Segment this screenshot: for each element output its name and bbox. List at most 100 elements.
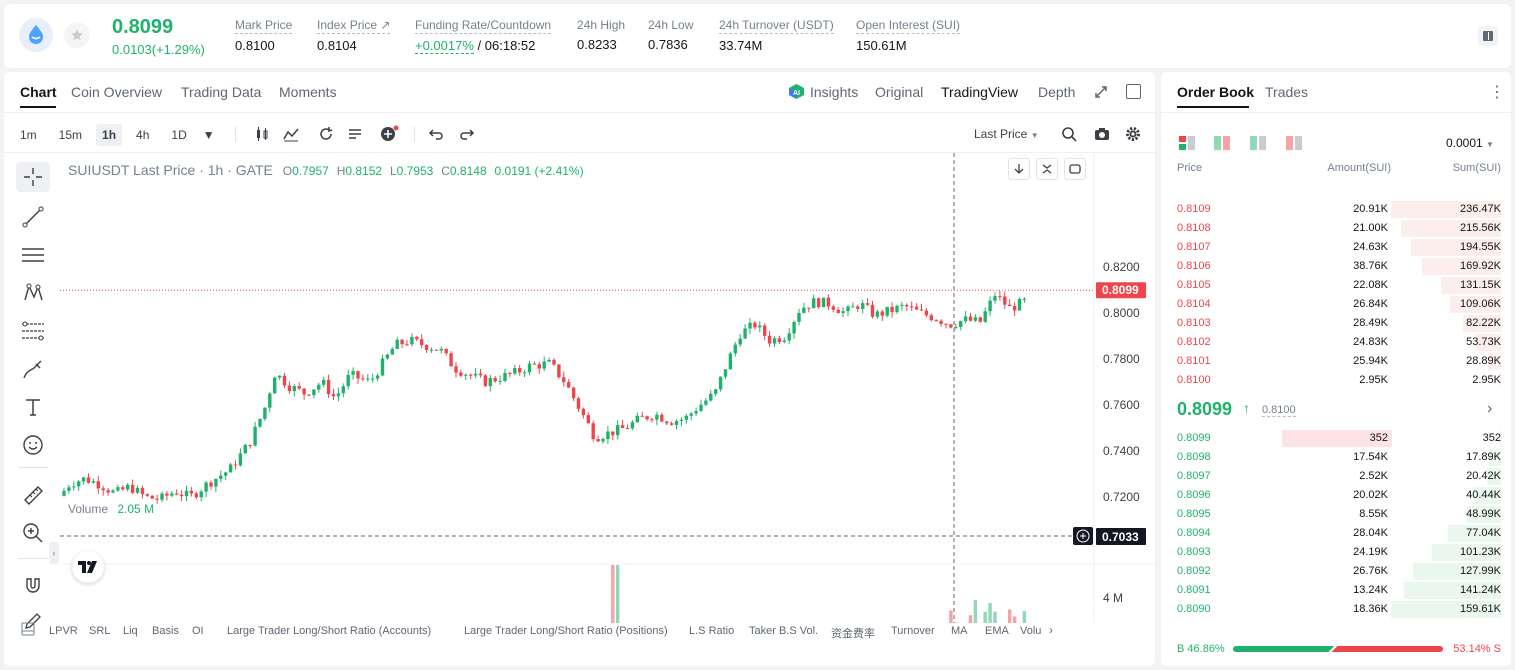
book-icon[interactable] [1478,26,1498,46]
bid-row[interactable]: 0.8090 18.36K 159.61K [1161,600,1511,619]
tab-tradingview[interactable]: TradingView [941,84,1019,100]
tab-trading-data[interactable]: Trading Data [181,84,262,100]
timeframe-1h[interactable]: 1h [96,124,123,146]
candle-type-icon[interactable] [254,126,270,145]
bid-row[interactable]: 0.8093 24.19K 101.23K [1161,543,1511,562]
ask-row[interactable]: 0.8104 26.84K 109.06K [1161,295,1511,314]
magnet-tool-icon[interactable] [16,570,50,600]
tab-trades[interactable]: Trades [1265,84,1309,100]
templates-icon[interactable] [347,126,363,145]
ask-row[interactable]: 0.8103 28.49K 82.22K [1161,314,1511,333]
candle-body [380,358,385,376]
window-icon[interactable] [1126,84,1141,99]
timeframe-15m[interactable]: 15m [58,128,83,142]
tab-chart[interactable]: Chart [20,84,57,100]
view-both-icon[interactable] [1179,136,1195,153]
timeframe-dropdown-icon[interactable]: ▼ [202,128,215,142]
indicator-item[interactable]: EMA [985,625,1009,637]
indicator-item[interactable]: Turnover [891,625,935,637]
brush-tool-icon[interactable] [16,354,50,384]
price-chart[interactable]: 0.8200 0.8000 0.7800 0.7600 0.7400 0.7200 0.80… [60,153,1155,623]
tab-depth[interactable]: Depth [1038,84,1076,100]
indicator-item[interactable]: L.S Ratio [689,625,735,637]
scroll-down-icon[interactable] [1008,158,1030,180]
add-indicator-icon[interactable] [379,125,399,146]
ask-row[interactable]: 0.8101 25.94K 28.89K [1161,352,1511,371]
tab-coin-overview[interactable]: Coin Overview [71,84,163,100]
text-tool-icon[interactable] [16,392,50,422]
ask-row[interactable]: 0.8105 22.08K 131.15K [1161,276,1511,295]
indicators-icon[interactable] [283,126,299,145]
indicator-item[interactable]: LPVR [49,625,78,637]
bid-row[interactable]: 0.8096 20.02K 40.44K [1161,486,1511,505]
collapse-toolbar-icon[interactable]: ‹ [49,542,59,564]
ask-row[interactable]: 0.8107 24.63K 194.55K [1161,238,1511,257]
settings-gear-icon[interactable] [1125,126,1141,145]
indicator-item[interactable]: OI [192,625,204,637]
search-icon[interactable] [1061,126,1077,145]
index-price-stat[interactable]: Index Price ↗ 0.8104 [317,18,391,53]
pattern-tool-icon[interactable] [16,278,50,308]
indicator-item[interactable]: MA [951,625,968,637]
timeframe-4h[interactable]: 4h [136,128,150,142]
ob-mark-price[interactable]: 0.8100 [1262,404,1296,417]
ask-row[interactable]: 0.8102 24.83K 53.73K [1161,333,1511,352]
indicator-item[interactable]: 资金费率 [831,628,875,640]
timeframe-1m[interactable]: 1m [20,128,37,142]
candle-body [616,425,620,436]
swap-icon[interactable] [1064,158,1086,180]
expand-icon[interactable] [1093,84,1109,103]
tab-order-book[interactable]: Order Book [1177,84,1255,100]
indicator-item[interactable]: Large Trader Long/Short Ratio (Positions… [464,625,668,637]
indicator-toggle-icon[interactable] [21,622,35,639]
bid-row[interactable]: 0.8094 28.04K 77.04K [1161,524,1511,543]
ask-row[interactable]: 0.8106 38.76K 169.92K [1161,257,1511,276]
ask-row[interactable]: 0.8100 2.95K 2.95K [1161,371,1511,390]
pencil-lock-tool-icon[interactable] [16,606,50,636]
timeframe-1d[interactable]: 1D [171,128,187,142]
chevron-right-icon[interactable]: › [1049,623,1053,637]
replay-icon[interactable] [318,126,334,145]
legend-change: 0.0191 (+2.41%) [494,164,584,178]
bid-row[interactable]: 0.8098 17.54K 17.89K [1161,448,1511,467]
favorite-star-icon[interactable] [64,22,90,48]
indicator-item[interactable]: SRL [89,625,111,637]
chevron-right-icon[interactable]: › [1487,400,1493,417]
redo-icon[interactable] [459,126,475,145]
emoji-tool-icon[interactable] [16,430,50,460]
collapse-icon[interactable] [1036,158,1058,180]
ask-row[interactable]: 0.8108 21.00K 215.56K [1161,219,1511,238]
bid-row[interactable]: 0.8091 13.24K 141.24K [1161,581,1511,600]
ask-row[interactable]: 0.8109 20.91K 236.47K [1161,200,1511,219]
bid-price: 0.8099 [1177,432,1211,444]
funding-rate-value[interactable]: +0.0017% [415,38,474,54]
indicator-item[interactable]: Basis [152,625,179,637]
trend-line-tool-icon[interactable] [16,202,50,232]
more-options-icon[interactable]: ⋮ [1489,84,1505,101]
precision-select[interactable]: 0.0001 ▼ [1446,136,1494,150]
bid-row[interactable]: 0.8092 26.76K 127.99K [1161,562,1511,581]
tab-moments[interactable]: Moments [279,84,337,100]
undo-icon[interactable] [428,126,444,145]
ruler-tool-icon[interactable] [16,480,50,510]
bid-row[interactable]: 0.8095 8.55K 48.99K [1161,505,1511,524]
indicator-item[interactable]: Volu [1020,625,1042,637]
bid-row[interactable]: 0.8099 352 352 [1161,429,1511,448]
fib-tool-icon[interactable] [16,316,50,346]
view-bids-icon[interactable] [1214,136,1230,153]
indicator-item[interactable]: Taker B.S Vol. [749,625,819,637]
crosshair-tool-icon[interactable] [16,162,50,192]
external-link-icon[interactable]: ↗ [380,18,391,32]
view-trades-icon[interactable] [1286,136,1302,153]
indicator-item[interactable]: Liq [123,625,138,637]
tab-insights[interactable]: Insights [810,84,859,100]
tab-original[interactable]: Original [875,84,924,100]
camera-icon[interactable] [1094,126,1110,145]
indicator-item[interactable]: Large Trader Long/Short Ratio (Accounts) [227,625,432,637]
bid-row[interactable]: 0.8097 2.52K 20.42K [1161,467,1511,486]
view-asks-icon[interactable] [1250,136,1266,153]
horizontal-lines-tool-icon[interactable] [16,240,50,270]
price-type-select[interactable]: Last Price ▼ [974,127,1039,141]
last-price: 0.8099 [112,16,174,38]
zoom-in-tool-icon[interactable] [16,518,50,548]
